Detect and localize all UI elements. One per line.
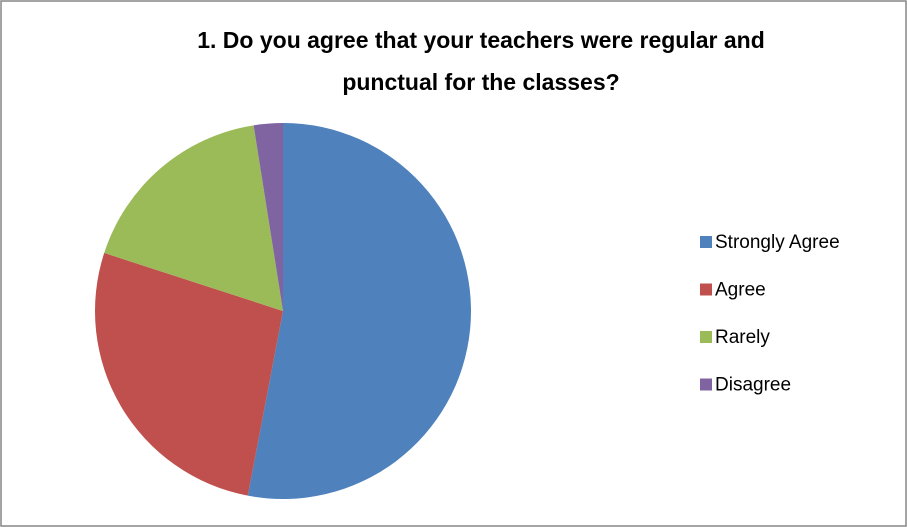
pie-slice [104,125,283,311]
pie-slice [247,123,471,499]
legend-swatch [700,283,712,296]
legend-swatch [700,378,712,391]
legend-label: Rarely [715,327,770,348]
legend-label: Agree [715,280,766,301]
legend-swatch [700,236,712,248]
legend-label: Strongly Agree [715,232,840,253]
legend-label: Disagree [715,375,791,396]
pie-slice [95,252,283,496]
chart-title: punctual for the classes? [342,69,619,95]
pie-slice [253,123,283,311]
chart-title: 1. Do you agree that your teachers were … [197,27,765,53]
legend-swatch [700,331,712,343]
